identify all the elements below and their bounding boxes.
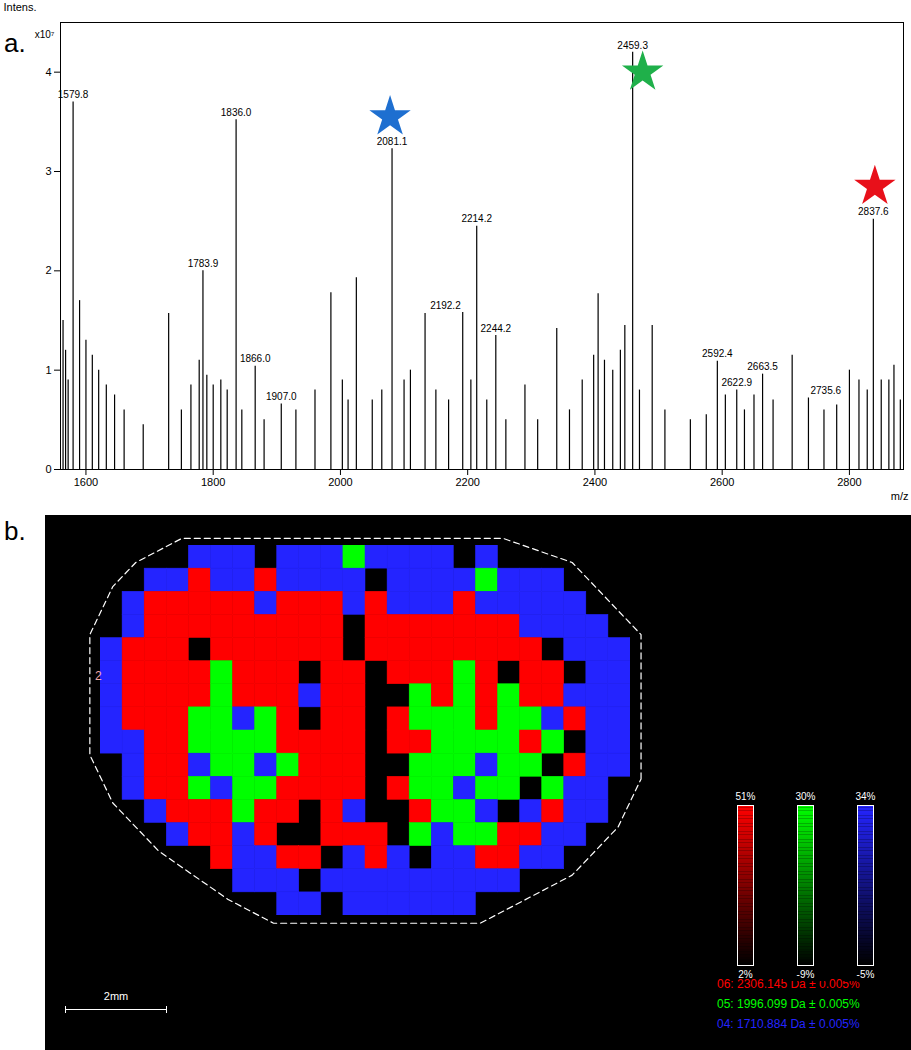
- svg-text:2600: 2600: [710, 476, 734, 488]
- html-text:2: 2: [95, 669, 102, 683]
- svg-text:2800: 2800: [837, 476, 861, 488]
- svg-text:1866.0: 1866.0: [240, 353, 271, 364]
- svg-text:1: 1: [45, 364, 51, 376]
- svg-text:1783.9: 1783.9: [188, 258, 219, 269]
- svg-text:2081.1: 2081.1: [377, 136, 408, 147]
- svg-text:m/z: m/z: [891, 490, 909, 502]
- svg-text:2400: 2400: [583, 476, 607, 488]
- svg-text:3: 3: [45, 165, 51, 177]
- svg-text:2459.3: 2459.3: [617, 40, 648, 51]
- svg-text:1579.8: 1579.8: [58, 89, 89, 100]
- svg-text:30%: 30%: [795, 791, 815, 802]
- svg-text:x10⁷: x10⁷: [35, 29, 55, 40]
- svg-text:2000: 2000: [328, 476, 352, 488]
- html-text:04: 1710.884 Da ± 0.005%: 04: 1710.884 Da ± 0.005%: [717, 1017, 860, 1031]
- svg-text:1800: 1800: [201, 476, 225, 488]
- svg-text:51%: 51%: [735, 791, 755, 802]
- html-text:b.: b.: [4, 516, 26, 546]
- svg-text:2622.9: 2622.9: [721, 377, 752, 388]
- html-text:05: 1996.099 Da ± 0.005%: 05: 1996.099 Da ± 0.005%: [717, 997, 860, 1011]
- html-text:a.: a.: [4, 28, 26, 58]
- svg-text:4: 4: [45, 66, 51, 78]
- svg-text:2: 2: [45, 264, 51, 276]
- svg-text:2663.5: 2663.5: [747, 361, 778, 372]
- svg-text:-5%: -5%: [857, 969, 875, 980]
- svg-text:2%: 2%: [738, 968, 753, 980]
- svg-text:2192.2: 2192.2: [430, 300, 461, 311]
- svg-text:2735.6: 2735.6: [810, 385, 841, 396]
- svg-text:2244.2: 2244.2: [481, 323, 512, 334]
- html-text:2mm: 2mm: [103, 990, 129, 1002]
- svg-text:2837.6: 2837.6: [858, 206, 889, 217]
- svg-text:Intens.: Intens.: [4, 1, 37, 13]
- svg-text:1600: 1600: [74, 476, 98, 488]
- svg-text:2214.2: 2214.2: [461, 213, 492, 224]
- html-text:06: 2306.145 Da ± 0.005%: 06: 2306.145 Da ± 0.005%: [717, 977, 860, 991]
- svg-text:-9%: -9%: [797, 969, 815, 980]
- svg-text:2200: 2200: [455, 476, 479, 488]
- svg-text:1836.0: 1836.0: [221, 107, 252, 118]
- svg-text:34%: 34%: [855, 791, 875, 802]
- svg-text:1907.0: 1907.0: [266, 391, 297, 402]
- svg-text:2592.4: 2592.4: [702, 348, 733, 359]
- svg-text:0: 0: [45, 463, 51, 475]
